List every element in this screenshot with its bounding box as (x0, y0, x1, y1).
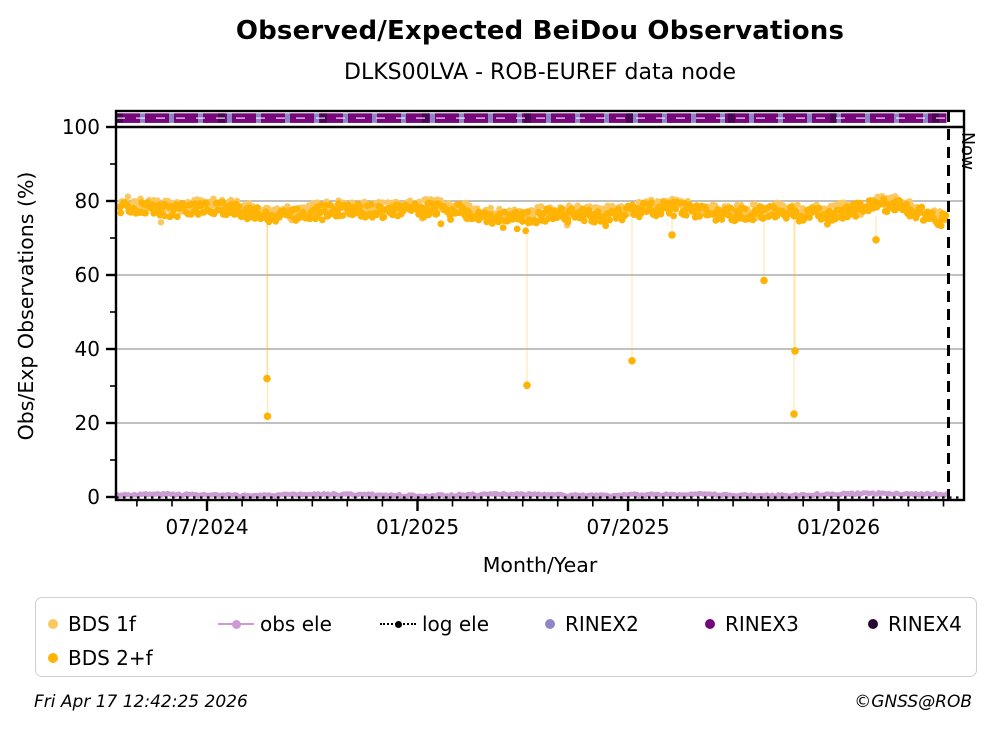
x-tick-label: 07/2025 (586, 515, 669, 539)
bds-2f-points (116, 195, 950, 235)
legend-item-bds-2-f: BDS 2+f (48, 646, 218, 670)
axis-ticks (106, 125, 945, 511)
y-tick-label: 40 (75, 337, 100, 361)
x-axis-label: Month/Year (482, 553, 598, 577)
y-tick-label: 20 (75, 411, 100, 435)
x-tick-label: 07/2024 (165, 515, 248, 539)
legend-label-log-ele: log ele (422, 612, 490, 636)
legend-label-bds-2-f: BDS 2+f (68, 646, 153, 670)
y-tick-label: 60 (75, 263, 100, 287)
now-label: Now (957, 132, 977, 170)
legend-item-bds-1f: BDS 1f (48, 612, 218, 636)
legend-marker-rinex3 (705, 619, 715, 629)
axis-tick-labels: 07/2024 01/2025 07/2025 01/2026 0 20 40 60 80 100 (62, 115, 880, 539)
legend-item-rinex2: RINEX2 (545, 612, 705, 636)
y-tick-label: 100 (62, 115, 100, 139)
legend-label-rinex3: RINEX3 (725, 612, 799, 636)
legend-label-obs-ele: obs ele (260, 612, 332, 636)
timestamp: Fri Apr 17 12:42:25 2026 (34, 692, 248, 712)
chart-title: Observed/Expected BeiDou Observations (235, 16, 845, 46)
legend-label-rinex4: RINEX4 (888, 612, 962, 636)
x-tick-label: 01/2025 (376, 515, 459, 539)
plot-frame (114, 109, 966, 502)
chart-subtitle: DLKS00LVA - ROB-EUREF data node (344, 60, 736, 85)
obs-ele-points (114, 490, 950, 500)
legend-label-bds-1f: BDS 1f (68, 612, 136, 636)
y-tick-label: 80 (75, 189, 100, 213)
legend-marker-obs-ele (218, 619, 254, 630)
legend-marker-bds-2-f (48, 653, 58, 663)
copyright: ©GNSS@ROB (854, 692, 972, 712)
legend-marker-rinex4 (868, 619, 878, 629)
legend: BDS 1f obs ele log ele RINEX2 RINEX3 RINEX4 BD… (35, 597, 977, 677)
y-axis-label: Obs/Exp Observations (%) (14, 172, 38, 441)
legend-item-rinex4: RINEX4 (868, 612, 976, 636)
legend-marker-bds-1f (48, 619, 58, 629)
x-tick-label: 01/2026 (797, 515, 880, 539)
legend-item-rinex3: RINEX3 (705, 612, 868, 636)
y-tick-label: 0 (87, 485, 100, 509)
legend-item-obs-ele: obs ele (218, 612, 380, 636)
legend-marker-rinex2 (545, 619, 555, 629)
gridlines (116, 200, 964, 424)
bds-2f-outliers (263, 215, 880, 421)
legend-marker-log-ele (380, 619, 416, 630)
legend-label-rinex2: RINEX2 (565, 612, 639, 636)
legend-item-log-ele: log ele (380, 612, 545, 636)
